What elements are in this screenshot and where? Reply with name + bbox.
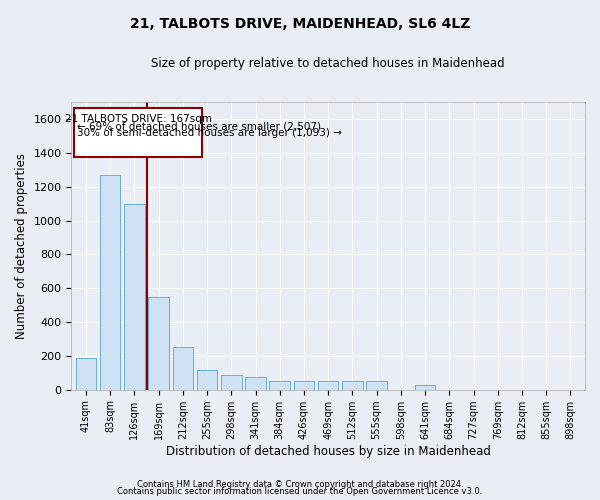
Bar <box>76 358 96 390</box>
Text: 30% of semi-detached houses are larger (1,093) →: 30% of semi-detached houses are larger (… <box>77 128 343 138</box>
Bar <box>221 374 242 390</box>
Bar <box>124 204 145 390</box>
Title: Size of property relative to detached houses in Maidenhead: Size of property relative to detached ho… <box>151 58 505 70</box>
X-axis label: Distribution of detached houses by size in Maidenhead: Distribution of detached houses by size … <box>166 444 491 458</box>
Text: Contains public sector information licensed under the Open Government Licence v3: Contains public sector information licen… <box>118 488 482 496</box>
Bar <box>148 296 169 390</box>
Text: 21, TALBOTS DRIVE, MAIDENHEAD, SL6 4LZ: 21, TALBOTS DRIVE, MAIDENHEAD, SL6 4LZ <box>130 18 470 32</box>
Bar <box>415 384 436 390</box>
Bar <box>197 370 217 390</box>
Bar <box>342 382 363 390</box>
Text: Contains HM Land Registry data © Crown copyright and database right 2024.: Contains HM Land Registry data © Crown c… <box>137 480 463 489</box>
Bar <box>173 348 193 390</box>
Y-axis label: Number of detached properties: Number of detached properties <box>15 153 28 339</box>
Bar <box>245 377 266 390</box>
Bar <box>318 382 338 390</box>
Bar <box>269 382 290 390</box>
Text: 21 TALBOTS DRIVE: 167sqm: 21 TALBOTS DRIVE: 167sqm <box>65 114 212 124</box>
Bar <box>293 382 314 390</box>
Bar <box>367 382 387 390</box>
Bar <box>100 175 121 390</box>
Bar <box>74 108 202 157</box>
Text: ← 69% of detached houses are smaller (2,507): ← 69% of detached houses are smaller (2,… <box>77 122 322 132</box>
